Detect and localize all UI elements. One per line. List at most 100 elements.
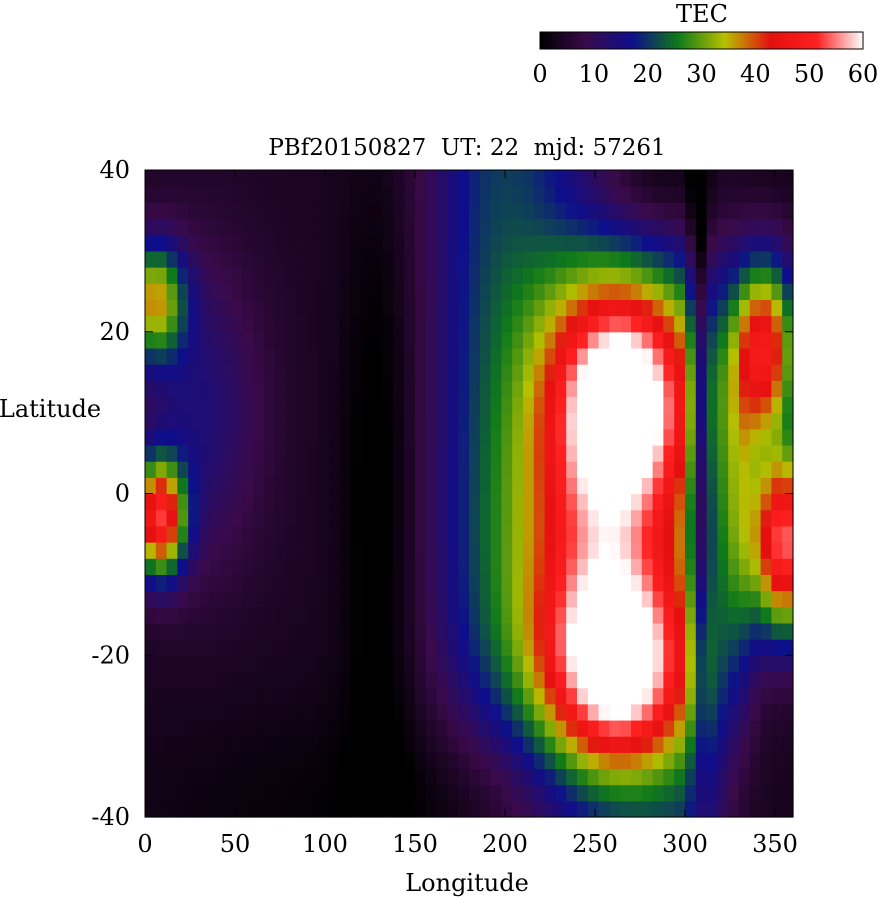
heatmap-cell (274, 315, 286, 333)
heatmap-cell (317, 234, 330, 252)
heatmap-cell (393, 315, 405, 333)
heatmap-cell (404, 752, 416, 770)
heatmap-cell (188, 655, 200, 673)
heatmap-cell (199, 250, 211, 268)
heatmap-cell (674, 655, 686, 673)
heatmap-cell (544, 703, 556, 721)
heatmap-cell (447, 558, 459, 575)
heatmap-cell (728, 703, 740, 721)
heatmap-cell (285, 315, 297, 333)
heatmap-cell (685, 267, 697, 284)
heatmap-cell (598, 606, 610, 624)
heatmap-cell (523, 509, 535, 527)
heatmap-cell (436, 671, 448, 689)
heatmap-cell (436, 477, 448, 495)
heatmap-cell (425, 267, 438, 284)
heatmap-cell (620, 396, 632, 414)
heatmap-cell (425, 186, 438, 203)
heatmap-cell (760, 267, 772, 284)
heatmap-cell (749, 444, 762, 462)
heatmap-cell (512, 800, 524, 818)
heatmap-cell (436, 202, 448, 220)
heatmap-cell (566, 477, 578, 495)
heatmap-cell (469, 574, 481, 592)
heatmap-cell (231, 768, 243, 786)
heatmap-cell (415, 396, 427, 414)
heatmap-cell (663, 250, 675, 268)
heatmap-cell (274, 218, 286, 236)
heatmap-cell (393, 477, 405, 495)
heatmap-cell (620, 542, 632, 559)
heatmap-cell (242, 283, 254, 300)
heatmap-cell (296, 542, 308, 559)
heatmap-cell (188, 202, 200, 220)
heatmap-cell (533, 703, 546, 721)
heatmap-cell (458, 703, 470, 721)
y-tick-label: -40 (91, 803, 130, 831)
heatmap-cell (436, 768, 448, 786)
heatmap-cell (393, 331, 405, 349)
heatmap-cell (577, 671, 589, 689)
heatmap-cell (404, 719, 416, 737)
heatmap-cell (609, 267, 621, 284)
heatmap-cell (469, 299, 481, 317)
heatmap-cell (706, 622, 718, 640)
heatmap-cell (436, 299, 448, 317)
heatmap-cell (447, 525, 459, 543)
heatmap-cell (782, 655, 794, 673)
heatmap-cell (490, 267, 502, 284)
heatmap-cell (490, 444, 502, 462)
heatmap-cell (749, 331, 762, 349)
heatmap-cell (371, 703, 384, 721)
heatmap-cell (577, 752, 589, 770)
heatmap-cell (566, 283, 578, 300)
heatmap-cell (393, 622, 405, 640)
heatmap-cell (166, 347, 178, 365)
heatmap-cell (447, 784, 459, 802)
heatmap-cell (393, 639, 405, 656)
heatmap-cell (285, 639, 297, 656)
heatmap-cell (760, 622, 772, 640)
heatmap-cell (620, 461, 632, 478)
heatmap-cell (760, 315, 772, 333)
heatmap-cell (177, 347, 189, 365)
heatmap-cell (566, 396, 578, 414)
heatmap-cell (274, 542, 286, 559)
heatmap-cell (652, 461, 664, 478)
heatmap-cell (728, 525, 740, 543)
heatmap-cell (199, 267, 211, 284)
heatmap-cell (361, 493, 373, 511)
heatmap-cell (555, 202, 567, 220)
heatmap-cell (155, 574, 168, 592)
heatmap-cell (155, 299, 168, 317)
heatmap-cell (523, 170, 535, 187)
heatmap-cell (577, 170, 589, 187)
heatmap-cell (285, 380, 297, 398)
heatmap-cell (523, 315, 535, 333)
heatmap-cell (220, 493, 232, 511)
heatmap-cell (771, 590, 783, 608)
heatmap-cell (415, 461, 427, 478)
heatmap-cell (415, 493, 427, 511)
heatmap-cell (479, 542, 492, 559)
heatmap-cell (307, 315, 319, 333)
heatmap-cell (663, 574, 675, 592)
heatmap-cell (566, 380, 578, 398)
heatmap-cell (609, 558, 621, 575)
heatmap-cell (674, 234, 686, 252)
heatmap-cell (307, 331, 319, 349)
heatmap-cell (436, 719, 448, 737)
heatmap-cell (328, 299, 340, 317)
heatmap-cell (328, 493, 340, 511)
heatmap-cell (361, 315, 373, 333)
heatmap-cell (382, 703, 394, 721)
heatmap-cell (231, 283, 243, 300)
heatmap-cell (317, 315, 330, 333)
y-tick-label: -20 (91, 641, 130, 669)
heatmap-cell (307, 250, 319, 268)
heatmap-cell (447, 800, 459, 818)
heatmap-cell (361, 218, 373, 236)
heatmap-cell (296, 606, 308, 624)
heatmap-cell (512, 396, 524, 414)
heatmap-cell (361, 752, 373, 770)
